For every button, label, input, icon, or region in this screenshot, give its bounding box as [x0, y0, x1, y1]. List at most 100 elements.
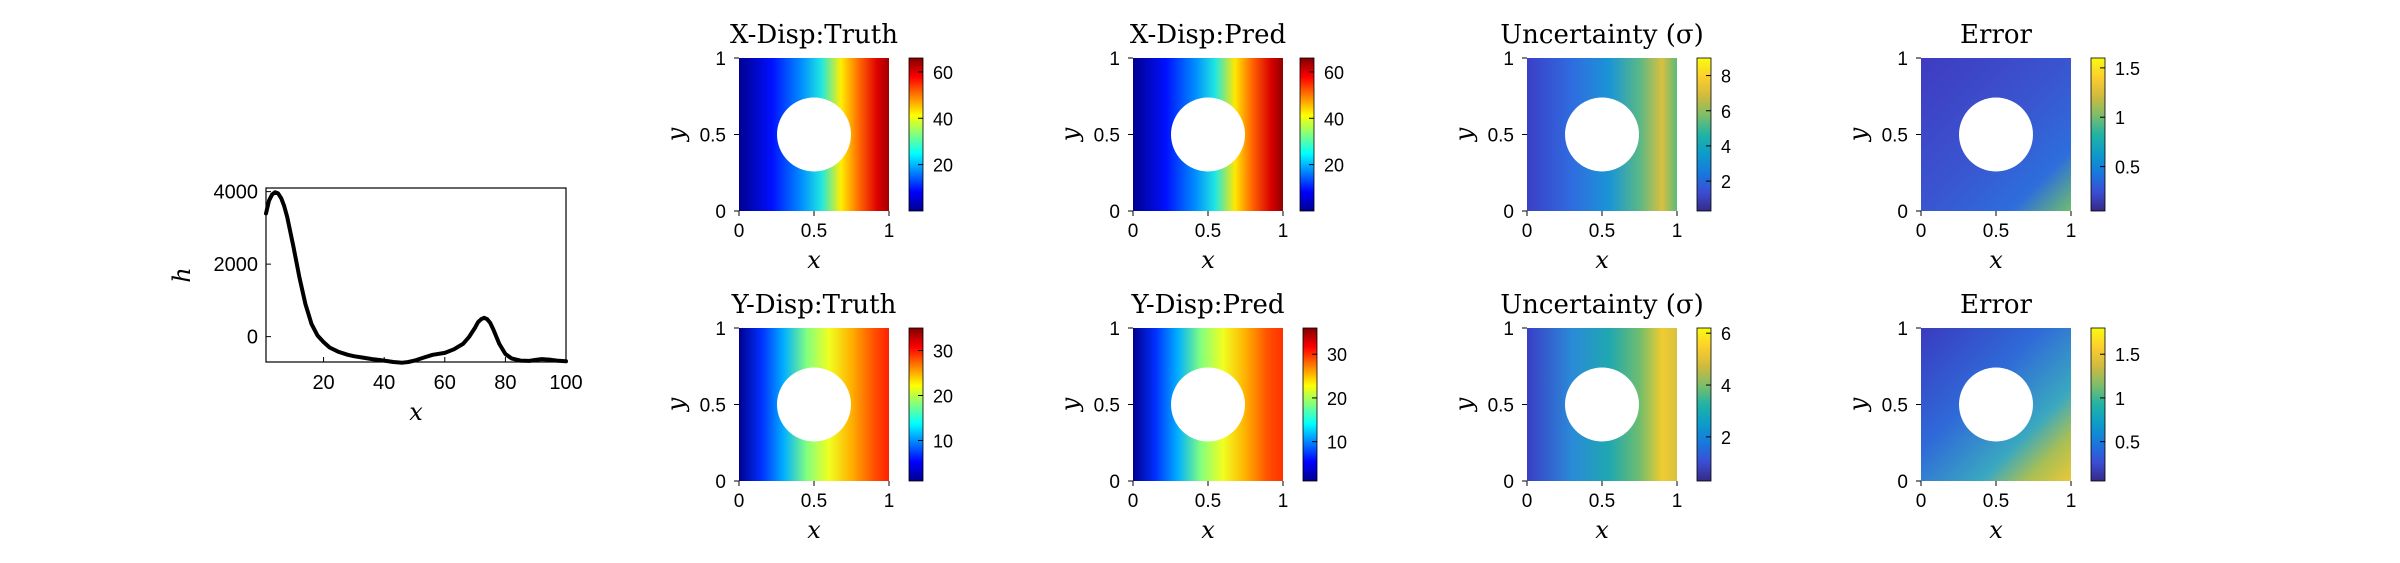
xtick-label: 0 — [1916, 491, 1927, 512]
hole — [1565, 367, 1639, 442]
xtick-label: 1 — [884, 221, 895, 242]
colorbar-tick-label: 4 — [1721, 376, 1731, 396]
axes-ticks: 00 0.5 0.5 1 1 x y — [662, 49, 894, 274]
axes-ticks: 00 0.5 0.5 1 1 x y — [1844, 319, 2076, 544]
ytick-label: 0 — [1503, 202, 1514, 223]
colorbar-tick-label: 1 — [2115, 389, 2125, 409]
colorbar — [2090, 57, 2106, 212]
line-xtick-label: 100 — [549, 372, 582, 394]
ytick-label: 0.5 — [1094, 396, 1120, 417]
colorbar-tick-label: 20 — [933, 387, 953, 407]
xtick-label: 0.5 — [1589, 491, 1615, 512]
y-axis-label: y — [662, 397, 690, 412]
colorbar-tick-label: 0.5 — [2115, 158, 2140, 178]
x-axis-label: x — [1989, 246, 2003, 274]
hole — [777, 97, 851, 172]
xtick-label: 0 — [1522, 491, 1533, 512]
colorbar-tick-label: 30 — [1327, 345, 1347, 365]
xtick-label: 0.5 — [1983, 221, 2009, 242]
x-axis-label: x — [1201, 516, 1215, 544]
ytick-label: 0.5 — [1094, 126, 1120, 147]
line-xtick-label: 20 — [312, 372, 334, 394]
ytick-label: 0.5 — [700, 126, 726, 147]
hole — [1171, 97, 1245, 172]
x-axis-label: x — [1201, 246, 1215, 274]
panel-y-disp-truth: Y-Disp:Truth 00 0.5 0.5 1 1 x y 10 20 30 — [662, 290, 953, 544]
ytick-label: 0 — [1897, 202, 1908, 223]
axes-ticks: 00 0.5 0.5 1 1 x y — [1844, 49, 2076, 274]
line-xtick-label: 80 — [494, 372, 516, 394]
axes-ticks: 00 0.5 0.5 1 1 x y — [1056, 49, 1288, 274]
axes-ticks: 00 0.5 0.5 1 1 x y — [1450, 319, 1682, 544]
xtick-label: 1 — [2066, 221, 2077, 242]
line-xlabel: x — [409, 398, 423, 426]
ytick-label: 0 — [1109, 202, 1120, 223]
ytick-label: 1 — [1897, 49, 1908, 70]
x-axis-label: x — [807, 246, 821, 274]
axes-ticks: 00 0.5 0.5 1 1 x y — [1056, 319, 1288, 544]
line-ytick-label: 2000 — [214, 254, 259, 276]
colorbar-ticks: 10 20 30 — [918, 342, 953, 452]
panel-y-disp-pred: Y-Disp:Pred 00 0.5 0.5 1 1 x y 10 20 30 — [1056, 290, 1347, 544]
colorbar-ticks: 0.5 1 1.5 — [2100, 59, 2140, 178]
xtick-label: 0.5 — [1589, 221, 1615, 242]
colorbar-tick-label: 10 — [933, 432, 953, 452]
hole — [1171, 367, 1245, 442]
line-chart-panel: 20 40 60 80 100 0 2000 4000 x h — [168, 182, 583, 426]
ytick-label: 0.5 — [1488, 396, 1514, 417]
ytick-label: 0 — [1897, 472, 1908, 493]
xtick-label: 1 — [2066, 491, 2077, 512]
panel-title: X-Disp:Truth — [730, 20, 898, 50]
colorbar — [1696, 57, 1712, 212]
colorbar-ticks: 0.5 1 1.5 — [2100, 345, 2140, 453]
colorbar-tick-label: 6 — [1721, 324, 1731, 344]
ytick-label: 1 — [1503, 319, 1514, 340]
ytick-label: 0.5 — [1882, 126, 1908, 147]
ytick-label: 0.5 — [1488, 126, 1514, 147]
panel-x-disp-pred: X-Disp:Pred 00 0.5 0.5 1 1 x y 20 40 60 — [1056, 20, 1344, 274]
line-xtick-label: 40 — [373, 372, 395, 394]
colorbar — [2090, 327, 2106, 482]
colorbar-tick-label: 0.5 — [2115, 433, 2140, 453]
axes-ticks: 00 0.5 0.5 1 1 x y — [662, 319, 894, 544]
xtick-label: 1 — [1672, 491, 1683, 512]
x-axis-label: x — [807, 516, 821, 544]
xtick-label: 0 — [1522, 221, 1533, 242]
xtick-label: 0.5 — [801, 491, 827, 512]
line-ticks: 20 40 60 80 100 0 2000 4000 — [214, 182, 583, 394]
panel-uncertainty-x: Uncertainty (σ) 00 0.5 0.5 1 1 x y 2 4 6 8 — [1450, 20, 1731, 274]
ytick-label: 0 — [1109, 472, 1120, 493]
panel-error-x: Error 00 0.5 0.5 1 1 x y 0.5 1 1.5 — [1844, 20, 2140, 274]
xtick-label: 0.5 — [1195, 221, 1221, 242]
colorbar-tick-label: 4 — [1721, 137, 1731, 157]
ytick-label: 1 — [1503, 49, 1514, 70]
line-ytick-label: 4000 — [214, 182, 259, 204]
hole — [777, 367, 851, 442]
line-plot-axes-box — [265, 187, 567, 363]
colorbar-tick-label: 20 — [1327, 389, 1347, 409]
axes-ticks: 00 0.5 0.5 1 1 x y — [1450, 49, 1682, 274]
colorbar-ticks: 20 40 60 — [1309, 63, 1344, 176]
panel-title: Uncertainty (σ) — [1500, 20, 1703, 50]
xtick-label: 0.5 — [1195, 491, 1221, 512]
panel-uncertainty-y: Uncertainty (σ) 00 0.5 0.5 1 1 x y 2 4 6 — [1450, 290, 1731, 544]
y-axis-label: y — [662, 127, 690, 142]
colorbar-tick-label: 40 — [1324, 109, 1344, 129]
ytick-label: 0.5 — [1882, 396, 1908, 417]
ytick-label: 0.5 — [700, 396, 726, 417]
y-axis-label: y — [1056, 127, 1084, 142]
colorbar — [908, 57, 924, 212]
xtick-label: 0 — [734, 221, 745, 242]
colorbar-tick-label: 60 — [933, 63, 953, 83]
ytick-label: 1 — [715, 319, 726, 340]
colorbar-tick-label: 2 — [1721, 172, 1731, 192]
y-axis-label: y — [1450, 127, 1478, 142]
xtick-label: 1 — [1278, 221, 1289, 242]
xtick-label: 1 — [884, 491, 895, 512]
x-axis-label: x — [1989, 516, 2003, 544]
xtick-label: 0.5 — [1983, 491, 2009, 512]
ytick-label: 0 — [715, 202, 726, 223]
colorbar-tick-label: 8 — [1721, 67, 1731, 87]
colorbar — [908, 327, 924, 482]
